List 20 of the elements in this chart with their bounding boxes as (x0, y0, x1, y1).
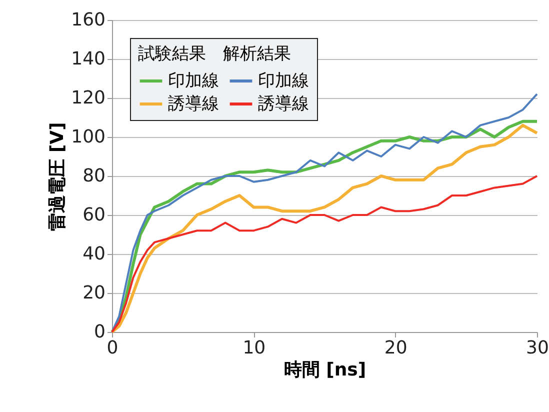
x-tick-label: 0 (106, 338, 118, 358)
y-tick-label: 80 (82, 166, 106, 186)
x-axis-title: 時間 [ns] (284, 360, 366, 380)
y-tick-label: 120 (71, 88, 106, 108)
x-tick-label: 10 (242, 338, 266, 358)
legend-label: 誘導線 (258, 94, 309, 114)
y-tick-label: 60 (82, 204, 106, 226)
y-tick-label: 140 (71, 48, 106, 70)
y-tick-label: 100 (71, 126, 106, 148)
y-tick-label: 0 (94, 322, 106, 342)
y-tick-label: 160 (71, 10, 106, 30)
x-tick-label: 20 (384, 338, 408, 358)
legend-label: 誘導線 (168, 94, 219, 114)
legend-label: 印加線 (168, 71, 219, 91)
legend-title: 試験結果 解析結果 (138, 44, 291, 64)
y-axis-title: 雷過電圧 [V] (47, 122, 68, 231)
x-tick-label: 30 (526, 338, 549, 358)
y-tick-label: 40 (82, 244, 106, 264)
y-tick-label: 20 (82, 282, 106, 304)
legend-label: 印加線 (258, 71, 309, 91)
